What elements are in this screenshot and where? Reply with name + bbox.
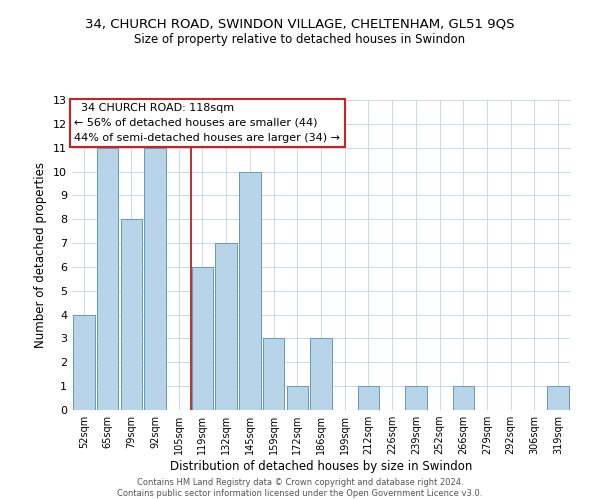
Bar [192,267,213,410]
X-axis label: Distribution of detached houses by size in Swindon: Distribution of detached houses by size … [170,460,472,473]
Bar [547,386,569,410]
Bar [310,338,332,410]
Text: Contains HM Land Registry data © Crown copyright and database right 2024.
Contai: Contains HM Land Registry data © Crown c… [118,478,482,498]
Text: 34, CHURCH ROAD, SWINDON VILLAGE, CHELTENHAM, GL51 9QS: 34, CHURCH ROAD, SWINDON VILLAGE, CHELTE… [85,18,515,30]
Bar [73,314,95,410]
Bar [287,386,308,410]
Bar [405,386,427,410]
Y-axis label: Number of detached properties: Number of detached properties [34,162,47,348]
Bar [121,219,142,410]
Bar [239,172,260,410]
Bar [452,386,474,410]
Bar [215,243,237,410]
Text: Size of property relative to detached houses in Swindon: Size of property relative to detached ho… [134,32,466,46]
Bar [358,386,379,410]
Text: 34 CHURCH ROAD: 118sqm
← 56% of detached houses are smaller (44)
44% of semi-det: 34 CHURCH ROAD: 118sqm ← 56% of detached… [74,103,340,142]
Bar [263,338,284,410]
Bar [145,148,166,410]
Bar [97,148,118,410]
